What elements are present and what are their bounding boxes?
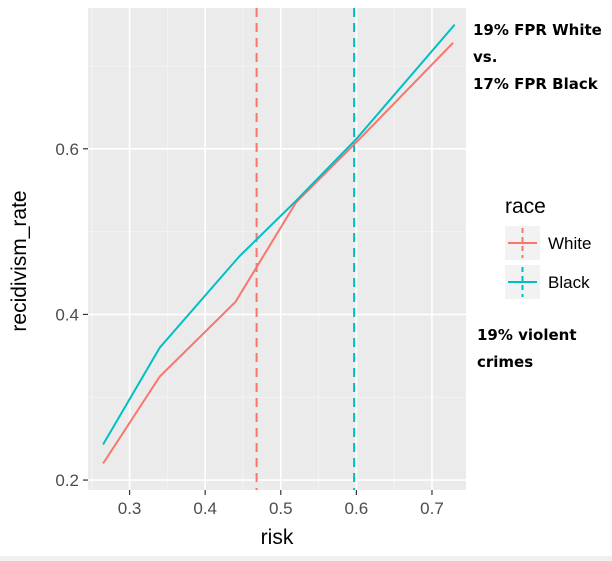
x-tick-label: 0.6	[345, 499, 369, 518]
reference-lines	[255, 8, 356, 490]
annotation-line: 19% violent	[477, 326, 577, 344]
x-tick-label: 0.5	[269, 499, 293, 518]
x-tick-label: 0.3	[118, 499, 142, 518]
x-tick-label: 0.7	[420, 499, 444, 518]
major-gridlines	[88, 8, 466, 490]
violent-crimes-annotation: 19% violent crimes	[477, 322, 577, 376]
annotation-line: 17% FPR Black	[473, 75, 598, 93]
minor-gridlines	[88, 8, 466, 490]
annotation-line: 19% FPR White	[473, 21, 602, 39]
legend-label-black: Black	[548, 273, 590, 292]
x-axis-title: risk	[261, 526, 294, 549]
plot-panel	[88, 8, 466, 490]
y-tick-label: 0.6	[55, 140, 79, 159]
y-axis-title: recidivism_rate	[8, 190, 31, 331]
series-line-black	[102, 23, 456, 446]
legend-label-white: White	[548, 234, 591, 253]
annotation-line: crimes	[477, 353, 534, 371]
y-tick-label: 0.4	[55, 305, 79, 324]
annotation-line: vs.	[473, 48, 498, 66]
legend: race White Black	[505, 195, 591, 299]
series-line-white	[102, 42, 454, 465]
series-lines	[102, 23, 456, 465]
y-axis-ticks: 0.2 0.4 0.6	[55, 140, 88, 490]
fpr-annotation: 19% FPR White vs. 17% FPR Black	[473, 17, 602, 98]
legend-title: race	[505, 195, 546, 218]
x-tick-label: 0.4	[193, 499, 217, 518]
x-axis-ticks: 0.3 0.4 0.5 0.6 0.7	[118, 490, 444, 518]
bottom-strip	[0, 556, 612, 561]
y-tick-label: 0.2	[55, 471, 79, 490]
